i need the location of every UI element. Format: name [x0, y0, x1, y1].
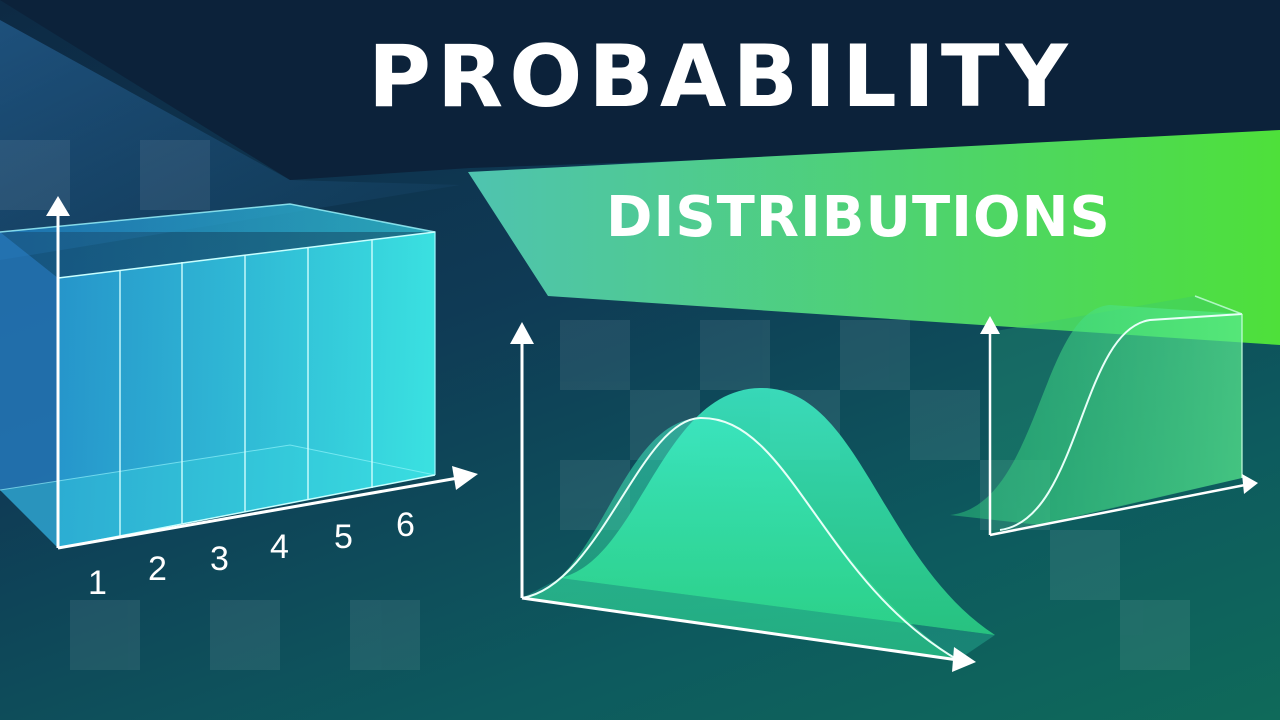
- x-tick-label: 3: [210, 540, 229, 578]
- uniform-distribution-box: [0, 196, 478, 550]
- x-tick-label: 4: [270, 528, 289, 566]
- x-tick-label: 5: [334, 518, 353, 556]
- x-tick-label: 2: [148, 550, 167, 588]
- normal-distribution-curve: [510, 322, 995, 672]
- subtitle-banner: [468, 130, 1280, 345]
- x-tick-label: 1: [88, 564, 107, 602]
- header-band: [0, 0, 1280, 180]
- page-subtitle: DISTRIBUTIONS: [606, 185, 1111, 250]
- cumulative-distribution-curve: [950, 295, 1258, 537]
- light-beam: [0, 20, 460, 260]
- x-tick-label: 6: [396, 506, 415, 544]
- page-title: PROBABILITY: [368, 27, 1074, 127]
